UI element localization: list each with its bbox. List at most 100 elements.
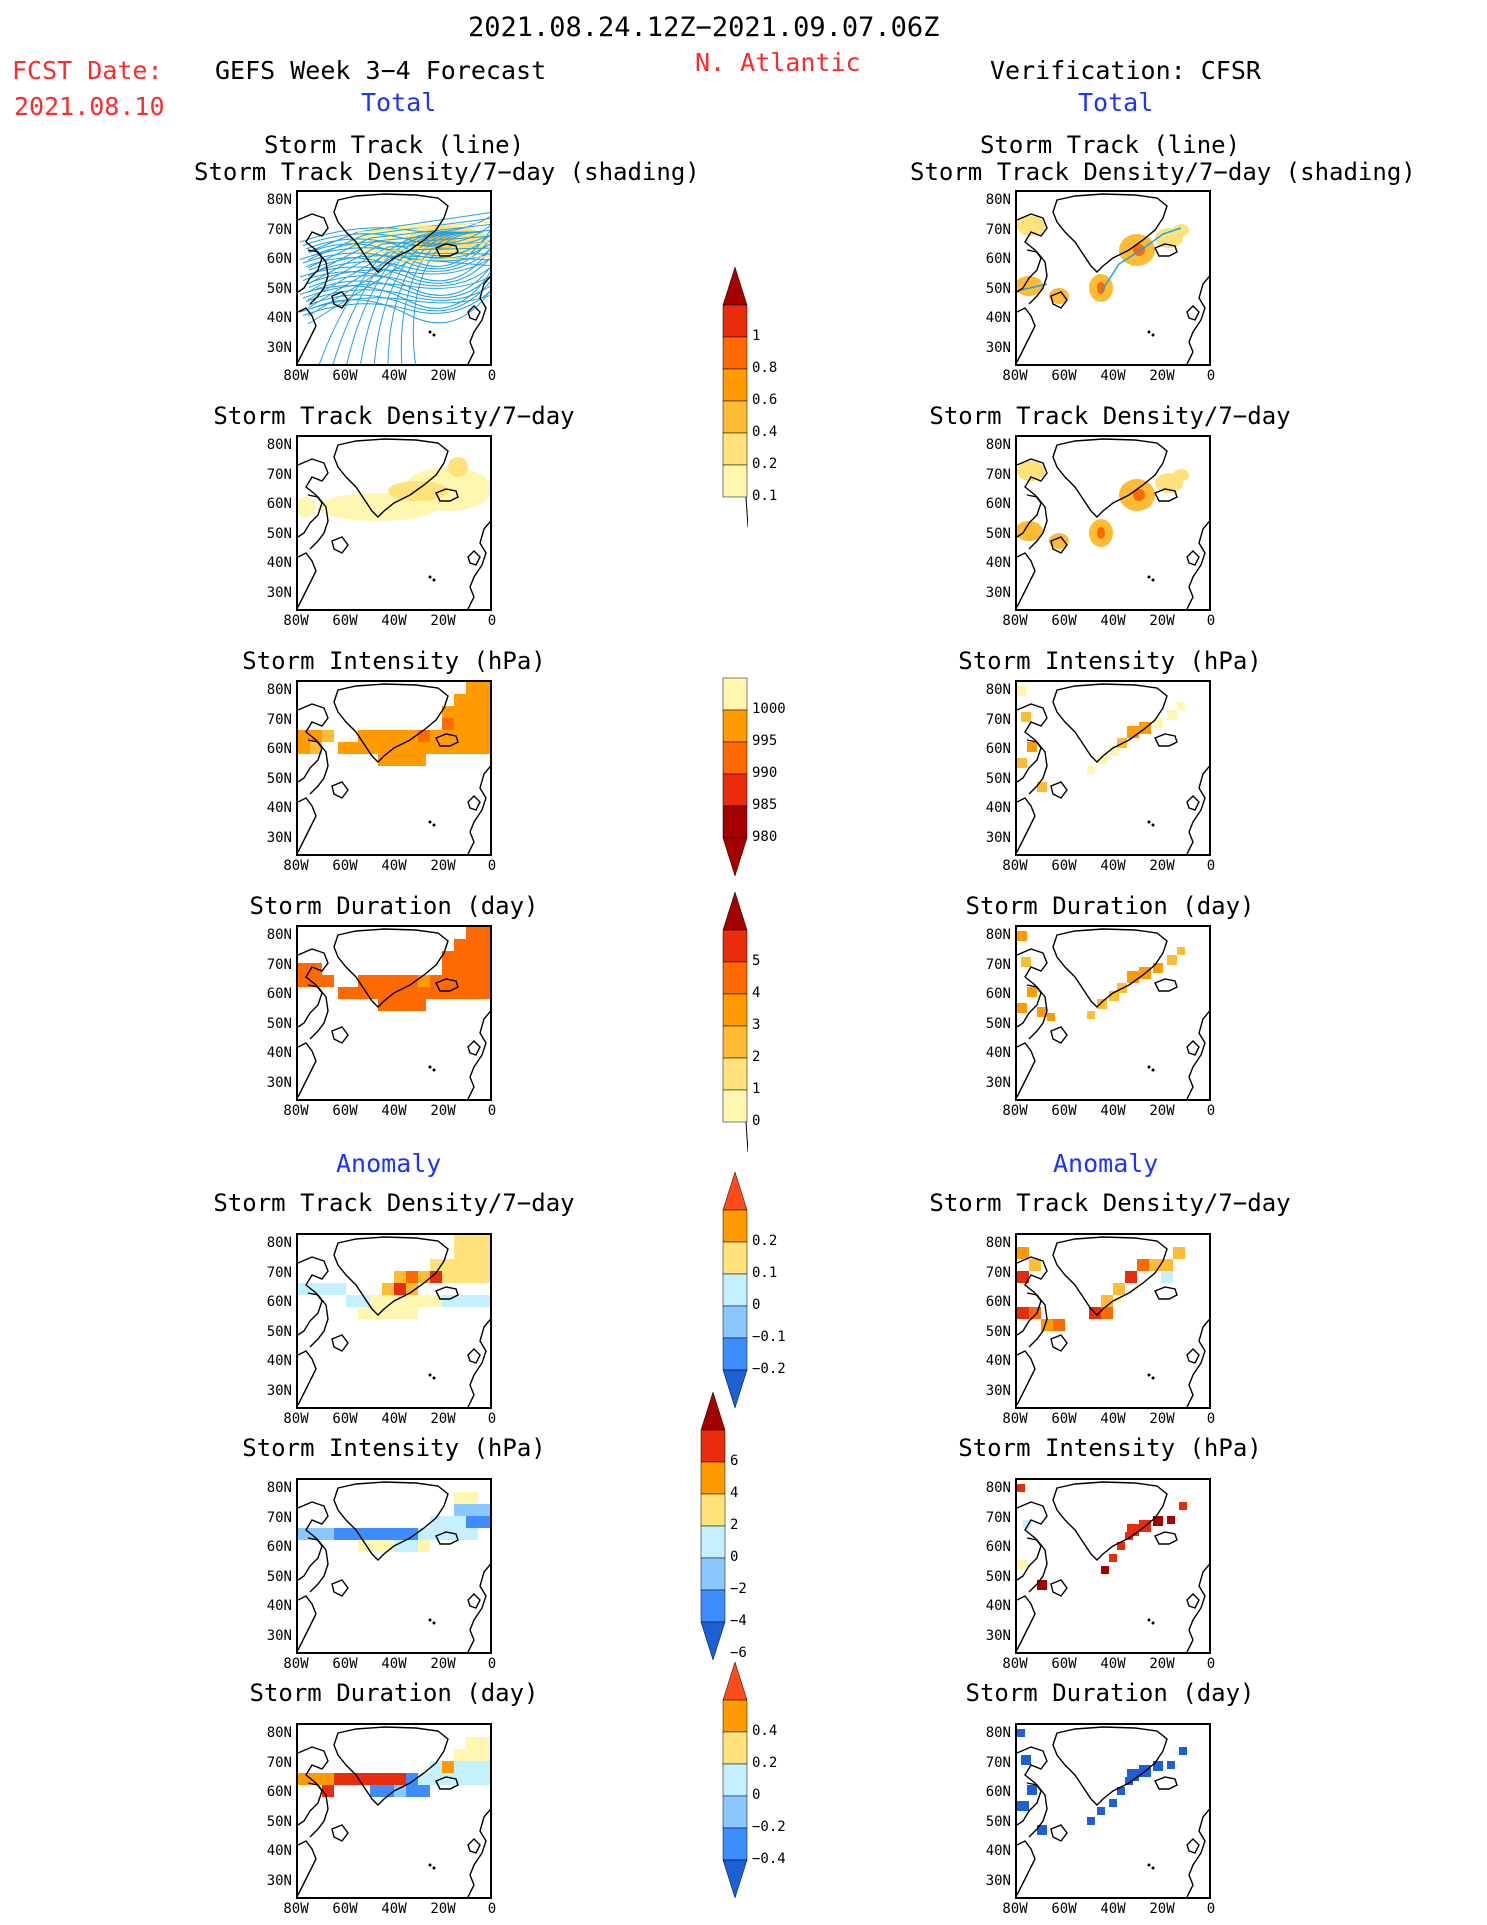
data-cell bbox=[1101, 1566, 1109, 1574]
total-label-left: Total bbox=[361, 88, 437, 117]
data-cell bbox=[1027, 1785, 1037, 1795]
coastline bbox=[1186, 550, 1200, 566]
lon-tick-label: 60W bbox=[1051, 1103, 1077, 1119]
lat-tick-label: 70N bbox=[266, 1509, 292, 1526]
map-density-anom-forecast-svg bbox=[298, 1235, 490, 1407]
data-cell bbox=[1017, 931, 1027, 941]
lat-tick-label: 80N bbox=[266, 682, 292, 698]
storm-track-line bbox=[373, 231, 469, 364]
lon-tick-label: 80W bbox=[283, 1656, 309, 1672]
lat-tick-label: 60N bbox=[985, 1784, 1011, 1800]
coastline bbox=[1186, 1808, 1209, 1897]
storm-track-line bbox=[307, 247, 490, 301]
data-cell bbox=[478, 927, 490, 939]
lat-tick-label: 70N bbox=[985, 1509, 1011, 1526]
data-cell bbox=[454, 1516, 466, 1528]
data-cell bbox=[1153, 1761, 1163, 1771]
colorbar-segment bbox=[722, 1763, 748, 1797]
colorbar-segment bbox=[722, 709, 748, 743]
island-dot bbox=[428, 1065, 432, 1069]
coastline bbox=[298, 703, 329, 783]
lon-tick-label: 20W bbox=[1149, 1411, 1175, 1427]
data-cell bbox=[454, 939, 466, 951]
coastline bbox=[1154, 243, 1178, 257]
lat-tick-label: 50N bbox=[266, 1568, 292, 1585]
colorbar-duration-total bbox=[722, 891, 748, 1153]
lat-tick-label: 70N bbox=[266, 1264, 292, 1281]
density-blob bbox=[1017, 461, 1045, 481]
lon-tick-label: 40W bbox=[1100, 368, 1126, 384]
coastline bbox=[1052, 683, 1168, 763]
data-cell bbox=[310, 1528, 322, 1540]
panel-title-track-right: Storm Track (line) Storm Track Density/7−… bbox=[910, 131, 1416, 186]
colorbar-segment bbox=[722, 1025, 748, 1059]
lat-tick-label: 80N bbox=[266, 1235, 292, 1251]
lon-tick-label: 20W bbox=[430, 1901, 456, 1917]
storm-track-line bbox=[299, 294, 490, 313]
data-cell bbox=[1167, 1761, 1175, 1769]
lon-tick-label: 60W bbox=[332, 1901, 358, 1917]
data-cell bbox=[442, 730, 454, 742]
storm-track-line bbox=[307, 223, 490, 269]
data-cell bbox=[418, 975, 430, 987]
map-density-verif bbox=[1015, 435, 1211, 611]
island-dot bbox=[1147, 1373, 1151, 1377]
coastline bbox=[1050, 1334, 1068, 1352]
data-cell bbox=[1101, 1307, 1113, 1319]
data-cell bbox=[334, 1283, 346, 1295]
storm-track-line bbox=[387, 255, 490, 263]
storm-track-line bbox=[302, 276, 490, 299]
density-blob bbox=[1049, 533, 1069, 549]
coastline bbox=[435, 488, 459, 502]
colorbar-label: 0.6 bbox=[752, 392, 778, 408]
data-cell bbox=[394, 1785, 406, 1797]
colorbar-segment bbox=[722, 304, 748, 338]
coastline bbox=[307, 984, 329, 1040]
data-cell bbox=[466, 1504, 478, 1516]
lon-tick-label: 40W bbox=[1100, 1656, 1126, 1672]
colorbar-label: −0.2 bbox=[752, 1819, 786, 1835]
data-cell bbox=[382, 1283, 394, 1295]
colorbar-segment bbox=[700, 1589, 726, 1623]
data-cell bbox=[382, 1528, 394, 1540]
coastline bbox=[307, 1782, 329, 1838]
island-dot bbox=[1151, 1068, 1155, 1072]
data-cell bbox=[478, 694, 490, 706]
colorbar-label: 6 bbox=[730, 1453, 739, 1469]
lat-tick-label: 60N bbox=[985, 496, 1011, 512]
lon-tick-label: 40W bbox=[381, 1103, 407, 1119]
data-cell bbox=[406, 1307, 418, 1319]
coastline bbox=[1026, 249, 1048, 305]
map-track-verif-svg bbox=[1017, 193, 1209, 364]
colorbar-arrow-top bbox=[722, 1661, 748, 1701]
lat-tick-label: 30N bbox=[266, 339, 292, 356]
lat-tick-label: 60N bbox=[266, 496, 292, 512]
coastline bbox=[331, 1334, 349, 1352]
data-cell bbox=[434, 742, 446, 754]
lon-tick-label: 40W bbox=[1100, 613, 1126, 629]
map-track-forecast-svg bbox=[298, 193, 490, 364]
storm-track-line bbox=[311, 276, 490, 299]
lat-tick-label: 70N bbox=[985, 1264, 1011, 1281]
data-cell bbox=[478, 1761, 490, 1773]
data-cell bbox=[386, 742, 398, 754]
data-cell bbox=[386, 987, 398, 999]
lat-tick-label: 80N bbox=[266, 437, 292, 453]
coastline bbox=[1050, 1026, 1068, 1044]
colorbar-label: 3 bbox=[752, 1017, 761, 1033]
island-dot bbox=[428, 330, 432, 334]
lat-tick-label: 40N bbox=[266, 1045, 292, 1061]
data-cell bbox=[442, 975, 454, 987]
lon-tick-label: 80W bbox=[1002, 1103, 1028, 1119]
density-blob bbox=[448, 457, 468, 477]
colorbar-intensity-anom bbox=[700, 1391, 726, 1661]
data-cell bbox=[470, 987, 482, 999]
colorbar-arrow-bottom bbox=[722, 1859, 748, 1899]
colorbar-label: 0.8 bbox=[752, 360, 778, 376]
data-cell bbox=[1117, 1787, 1125, 1795]
colorbar-arrow-bottom bbox=[722, 837, 748, 877]
lon-tick-label: 40W bbox=[381, 858, 407, 874]
colorbar-label: 0 bbox=[730, 1549, 739, 1565]
data-cell bbox=[298, 742, 310, 754]
data-cell bbox=[442, 1271, 454, 1283]
